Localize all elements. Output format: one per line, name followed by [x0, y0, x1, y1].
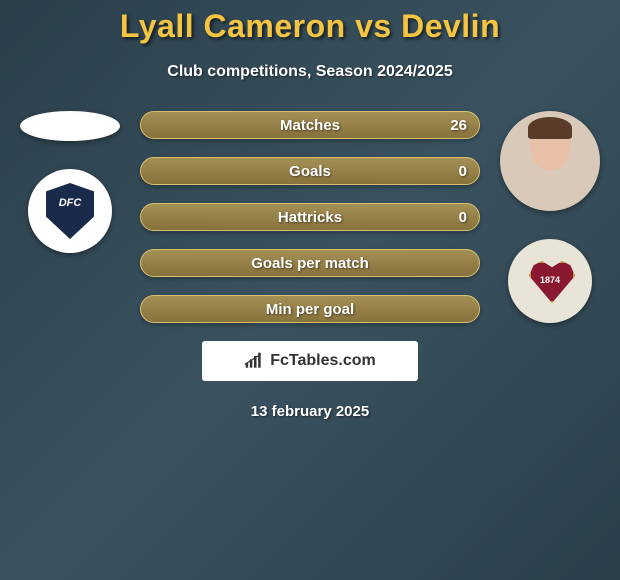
date-line: 13 february 2025 — [0, 403, 620, 420]
page-title: Lyall Cameron vs Devlin — [0, 0, 620, 45]
stat-right-value: 0 — [459, 209, 467, 226]
stat-row-matches: Matches 26 — [140, 111, 480, 139]
stat-label: Goals per match — [141, 255, 479, 272]
stat-right-value: 26 — [450, 117, 467, 134]
stat-row-hattricks: Hattricks 0 — [140, 203, 480, 231]
club-heart-icon — [523, 257, 577, 305]
player-right-photo — [500, 111, 600, 211]
player-left-photo — [20, 111, 120, 141]
bar-chart-icon — [244, 352, 264, 370]
stat-row-goals-per-match: Goals per match — [140, 249, 480, 277]
site-name: FcTables.com — [270, 352, 376, 370]
site-badge: FcTables.com — [202, 341, 418, 381]
player-right-club-badge — [508, 239, 592, 323]
stat-label: Hattricks — [141, 209, 479, 226]
stat-rows: Matches 26 Goals 0 Hattricks 0 Goals per… — [140, 111, 480, 323]
stat-label: Min per goal — [141, 301, 479, 318]
subtitle: Club competitions, Season 2024/2025 — [0, 63, 620, 81]
stat-row-min-per-goal: Min per goal — [140, 295, 480, 323]
left-player-column — [10, 111, 130, 253]
player-left-club-badge — [28, 169, 112, 253]
comparison-content: Matches 26 Goals 0 Hattricks 0 Goals per… — [0, 111, 620, 420]
stat-label: Matches — [141, 117, 479, 134]
stat-row-goals: Goals 0 — [140, 157, 480, 185]
right-player-column — [490, 111, 610, 323]
stat-right-value: 0 — [459, 163, 467, 180]
club-shield-icon — [46, 183, 94, 239]
stat-label: Goals — [141, 163, 479, 180]
